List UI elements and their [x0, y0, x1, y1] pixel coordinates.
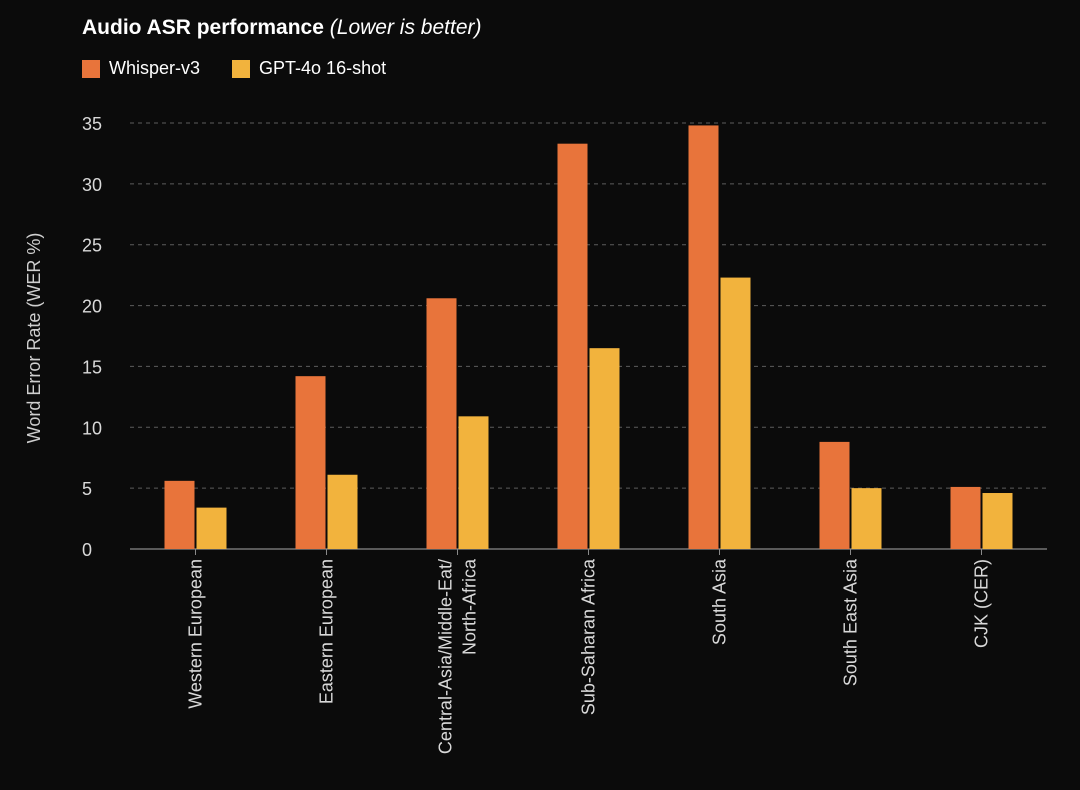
legend-swatch-gpt4o: [232, 59, 251, 78]
legend-item-whisper: Whisper-v3: [82, 58, 200, 79]
y-tick-label: 35: [82, 114, 102, 134]
chart-title-main: Audio ASR performance: [82, 16, 324, 39]
bar-whisper: [819, 441, 850, 549]
legend-label-whisper: Whisper-v3: [109, 58, 201, 78]
bar-gpt4o: [327, 474, 358, 549]
bar-gpt4o: [458, 416, 489, 549]
bar-gpt4o: [589, 348, 620, 549]
x-tick-label: South East Asia: [841, 558, 861, 686]
y-tick-label: 5: [82, 479, 92, 499]
x-tick-label-line: Eastern European: [317, 559, 337, 704]
chart-legend: Whisper-v3 GPT-4o 16-shot: [82, 58, 386, 79]
x-tick-label-line: CJK (CER): [972, 559, 992, 648]
x-tick-label-line: Western European: [186, 559, 206, 709]
y-tick-label: 10: [82, 418, 102, 438]
legend-label-gpt4o: GPT-4o 16-shot: [259, 58, 387, 78]
y-tick-label: 20: [82, 297, 102, 317]
bar-whisper: [426, 298, 457, 549]
bar-whisper: [164, 480, 195, 549]
chart-subtitle: (Lower is better): [329, 16, 482, 39]
x-tick-label: Western European: [186, 559, 206, 709]
x-tick-label-line: North-Africa: [460, 558, 480, 655]
bar-gpt4o: [196, 507, 227, 549]
y-tick-label: 0: [82, 540, 92, 560]
bar-whisper: [950, 486, 981, 549]
x-tick-label: South Asia: [710, 558, 730, 645]
legend-item-gpt4o: GPT-4o 16-shot: [232, 58, 386, 79]
y-tick-label: 25: [82, 236, 102, 256]
x-tick-label-line: South Asia: [710, 558, 730, 645]
bar-gpt4o: [851, 488, 882, 549]
chart-title: Audio ASR performance (Lower is better): [82, 16, 481, 40]
bar-gpt4o: [982, 493, 1013, 549]
bar-whisper: [295, 376, 326, 549]
legend-swatch-whisper: [82, 59, 100, 78]
x-tick-label: Central-Asia/Middle-Eat/North-Africa: [436, 558, 480, 754]
x-tick-label: Eastern European: [317, 559, 337, 704]
bar-gpt4o: [720, 277, 751, 549]
y-tick-label: 30: [82, 175, 102, 195]
x-tick-label: Sub-Saharan Africa: [579, 558, 599, 715]
x-tick-label: CJK (CER): [972, 559, 992, 648]
x-tick-label-line: Central-Asia/Middle-Eat/: [436, 559, 456, 754]
y-axis-label: Word Error Rate (WER %): [24, 233, 44, 444]
x-tick-label-line: South East Asia: [841, 558, 861, 686]
y-tick-label: 15: [82, 357, 102, 377]
bar-whisper: [557, 143, 588, 550]
bar-whisper: [688, 125, 719, 549]
x-tick-label-line: Sub-Saharan Africa: [579, 558, 599, 715]
